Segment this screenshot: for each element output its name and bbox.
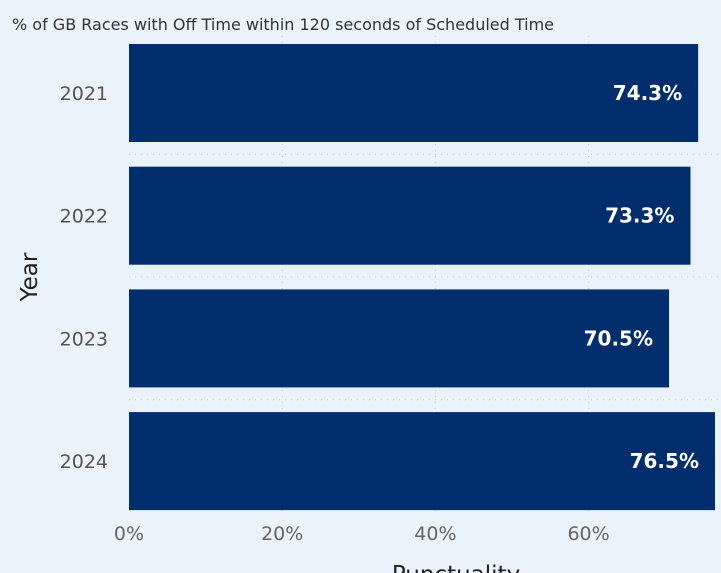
gridlines [129,36,721,516]
x-tick-label: 40% [414,523,456,545]
x-axis-title: Punctuality [392,562,520,573]
x-tick-label: 0% [114,523,144,545]
y-tick-label: 2023 [60,328,108,350]
y-tick-label: 2024 [60,451,108,473]
bar-2023 [129,289,670,388]
x-axis-ticks: 0%20%40%60%80% [114,523,721,545]
bar-2024 [129,412,715,511]
y-axis-ticks: 2021 2022 2023 2024 [60,83,108,473]
data-label-2023: 70.5% [584,326,653,350]
chart-subtitle: % of GB Races with Off Time within 120 s… [12,15,554,34]
data-label-2021: 74.3% [613,81,682,105]
data-labels: 74.3% 73.3% 70.5% 76.5% [584,81,699,473]
y-axis-title: Year [17,252,43,302]
x-tick-label: 20% [261,523,303,545]
x-tick-label: 60% [567,523,609,545]
bar-2022 [129,166,691,265]
data-label-2022: 73.3% [605,204,674,228]
data-label-2024: 76.5% [630,449,699,473]
y-tick-label: 2022 [60,206,108,228]
bars [129,44,715,511]
bar-2021 [129,44,699,142]
y-tick-label: 2021 [60,83,108,105]
